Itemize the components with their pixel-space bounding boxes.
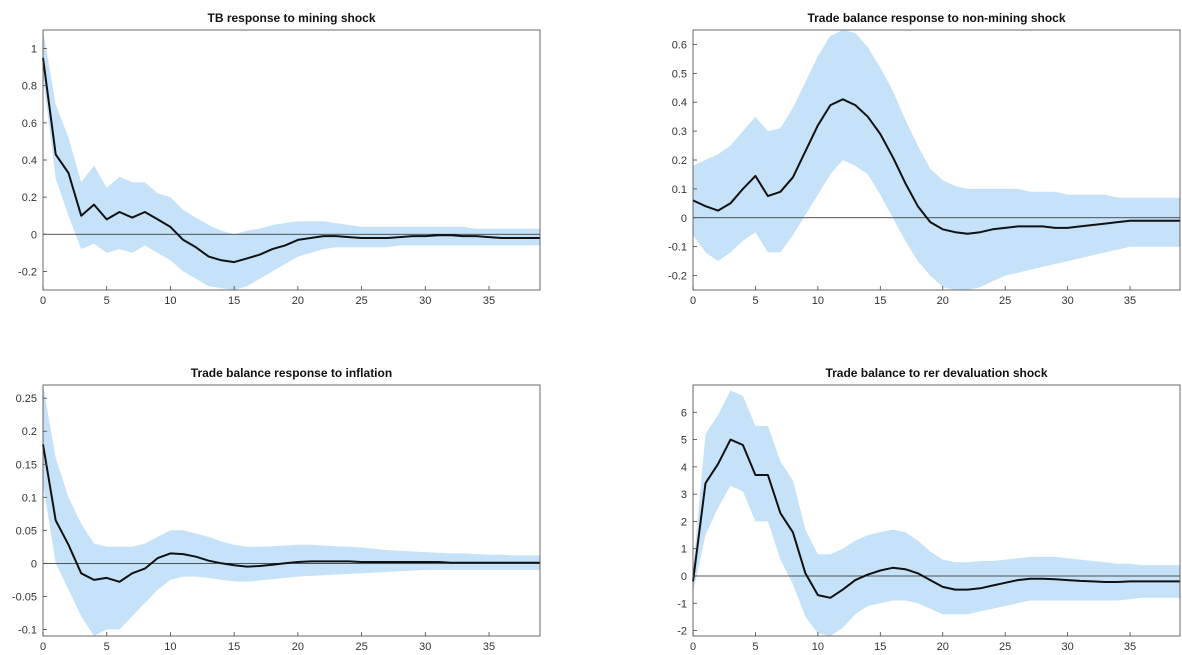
y-tick-label: 0: [31, 558, 37, 570]
x-tick-label: 25: [355, 641, 367, 653]
x-tick-label: 25: [999, 641, 1011, 653]
y-tick-label: 2: [681, 516, 687, 528]
y-tick-label: 0.8: [22, 81, 37, 93]
y-tick-label: 0.05: [16, 525, 37, 537]
x-tick-label: 0: [40, 295, 46, 307]
y-tick-label: 0.15: [16, 459, 37, 471]
x-tick-label: 15: [874, 295, 886, 307]
x-tick-label: 15: [228, 295, 240, 307]
x-tick-label: 35: [1124, 295, 1136, 307]
y-tick-label: 0.2: [22, 192, 37, 204]
x-tick-label: 0: [40, 641, 46, 653]
x-tick-label: 25: [999, 295, 1011, 307]
response-line: [692, 98, 1180, 235]
x-tick-label: 30: [419, 295, 431, 307]
y-tick-label: 0.6: [22, 118, 37, 130]
x-tick-label: 10: [164, 641, 176, 653]
response-line: [692, 438, 1180, 599]
x-tick-label: 35: [483, 641, 495, 653]
x-tick-label: 35: [483, 295, 495, 307]
plot-frame: [692, 384, 1181, 637]
y-tick-label: 0.4: [22, 155, 37, 167]
panel-inflation: Trade balance response to inflation 0 5 10 1…: [12, 366, 541, 653]
y-tick-label: 3: [681, 489, 687, 501]
y-tick-label: 0.3: [672, 126, 687, 138]
y-tick-label: 5: [681, 435, 687, 447]
y-tick-label: -0.1: [18, 624, 37, 636]
x-tick-label: 5: [104, 295, 110, 307]
y-tick-label: 6: [681, 407, 687, 419]
y-tick-label: 1: [31, 44, 37, 56]
response-line: [42, 57, 540, 264]
x-tick-label: 25: [355, 295, 367, 307]
x-tick-label: 20: [292, 295, 304, 307]
panel-non-mining-shock: Trade balance response to non-mining sho…: [668, 11, 1181, 307]
y-tick-label: 1: [681, 544, 687, 556]
x-tick-label: 5: [752, 295, 758, 307]
x-tick-label: 15: [228, 641, 240, 653]
x-tick-label: 0: [690, 295, 696, 307]
x-tick-label: 10: [164, 295, 176, 307]
y-tick-label: 0.4: [672, 97, 687, 109]
y-tick-label: -2: [677, 626, 687, 638]
x-tick-label: 0: [690, 641, 696, 653]
x-tick-label: 20: [937, 641, 949, 653]
y-tick-label: 0.1: [672, 184, 687, 196]
panel-title: TB response to mining shock: [207, 11, 375, 25]
y-tick-label: 0.1: [22, 492, 37, 504]
y-tick-label: -0.2: [668, 271, 687, 283]
y-tick-label: 0.6: [672, 39, 687, 51]
panel-rer-devaluation: Trade balance to rer devaluation shock 0 5…: [677, 366, 1181, 653]
y-tick-label: -0.05: [12, 591, 37, 603]
y-tick-label: -0.1: [668, 242, 687, 254]
x-tick-label: 20: [937, 295, 949, 307]
panel-title: Trade balance to rer devaluation shock: [825, 366, 1047, 380]
y-tick-label: 4: [681, 462, 687, 474]
confidence-band: [693, 30, 1180, 290]
y-tick-label: -0.2: [18, 266, 37, 278]
x-tick-label: 35: [1124, 641, 1136, 653]
x-tick-label: 15: [874, 641, 886, 653]
response-line: [42, 444, 540, 583]
x-tick-label: 5: [104, 641, 110, 653]
panel-title: Trade balance response to inflation: [191, 366, 392, 380]
x-tick-label: 10: [812, 295, 824, 307]
y-tick-label: 0.25: [16, 393, 37, 405]
confidence-band: [43, 30, 540, 290]
panel-title: Trade balance response to non-mining sho…: [807, 11, 1065, 25]
y-tick-label: -1: [677, 598, 687, 610]
x-tick-label: 30: [419, 641, 431, 653]
y-tick-label: 0: [31, 229, 37, 241]
x-tick-label: 5: [752, 641, 758, 653]
plot-frame: [42, 384, 541, 637]
confidence-band: [43, 385, 540, 636]
y-tick-label: 0.5: [672, 68, 687, 80]
x-tick-label: 30: [1061, 295, 1073, 307]
y-tick-label: 0: [681, 571, 687, 583]
x-tick-label: 20: [292, 641, 304, 653]
confidence-band: [693, 390, 1180, 636]
y-tick-label: 0: [681, 213, 687, 225]
x-tick-label: 10: [812, 641, 824, 653]
x-tick-label: 30: [1061, 641, 1073, 653]
y-tick-label: 0.2: [22, 426, 37, 438]
y-tick-label: 0.2: [672, 155, 687, 167]
